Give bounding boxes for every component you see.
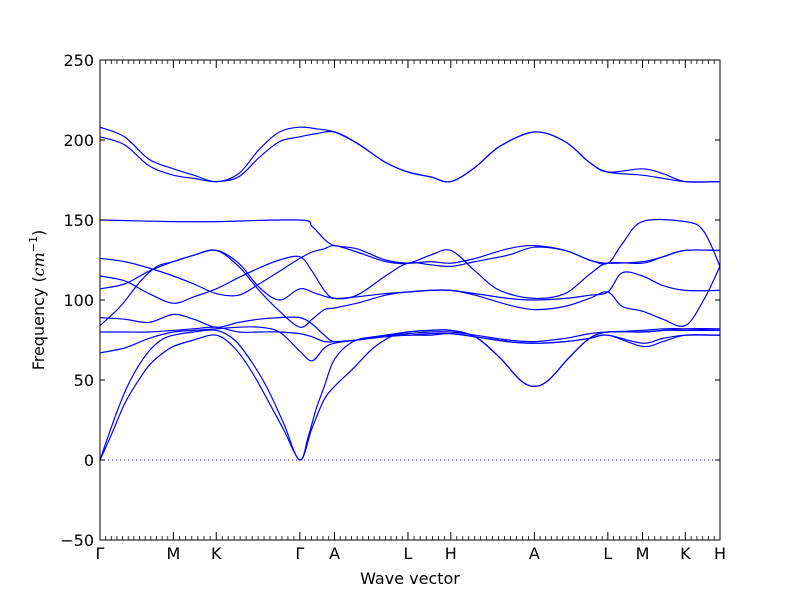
x-axis-label: Wave vector — [360, 569, 460, 588]
phonon-branch-12 — [100, 332, 720, 461]
x-tick-label: H — [445, 544, 457, 563]
x-tick-label: K — [211, 544, 222, 563]
phonon-branch-4 — [100, 244, 720, 300]
x-tick-label: L — [403, 544, 412, 563]
y-tick-label: 150 — [63, 211, 94, 230]
y-axis-label: Frequency (cm−1) — [27, 230, 48, 371]
y-tick-label: 200 — [63, 131, 94, 150]
x-tick-label: Γ — [295, 544, 304, 563]
y-axis-ticks: −50 0 50 100 150 200 250 — [60, 51, 720, 550]
phonon-branch-3 — [100, 218, 720, 267]
phonon-branch-8 — [100, 313, 720, 343]
y-axis-label-unit: cm — [29, 252, 48, 276]
series-layer — [100, 126, 720, 461]
phonon-branch-6 — [100, 249, 720, 301]
x-tick-label: A — [329, 544, 340, 563]
x-tick-label: M — [636, 544, 650, 563]
phonon-branch-11 — [100, 327, 720, 461]
y-tick-label: −50 — [60, 531, 94, 550]
x-tick-label: L — [603, 544, 612, 563]
x-tick-label: K — [680, 544, 691, 563]
phonon-branch-7 — [100, 249, 720, 328]
x-tick-label: Γ — [96, 544, 105, 563]
x-tick-label: H — [714, 544, 726, 563]
y-tick-label: 0 — [84, 451, 94, 470]
plot-frame — [99, 59, 721, 541]
x-tick-label: A — [529, 544, 540, 563]
phonon-branch-9 — [100, 326, 720, 388]
y-tick-label: 50 — [74, 371, 94, 390]
phonon-branch-2 — [100, 130, 720, 183]
y-tick-label: 100 — [63, 291, 94, 310]
y-axis-label-exponent: −1 — [27, 236, 40, 252]
y-axis-label-close: ) — [29, 230, 48, 236]
phonon-branch-5 — [100, 246, 720, 304]
x-tick-label: M — [167, 544, 181, 563]
y-tick-label: 250 — [63, 51, 94, 70]
y-axis-label-text: Frequency ( — [29, 276, 48, 370]
